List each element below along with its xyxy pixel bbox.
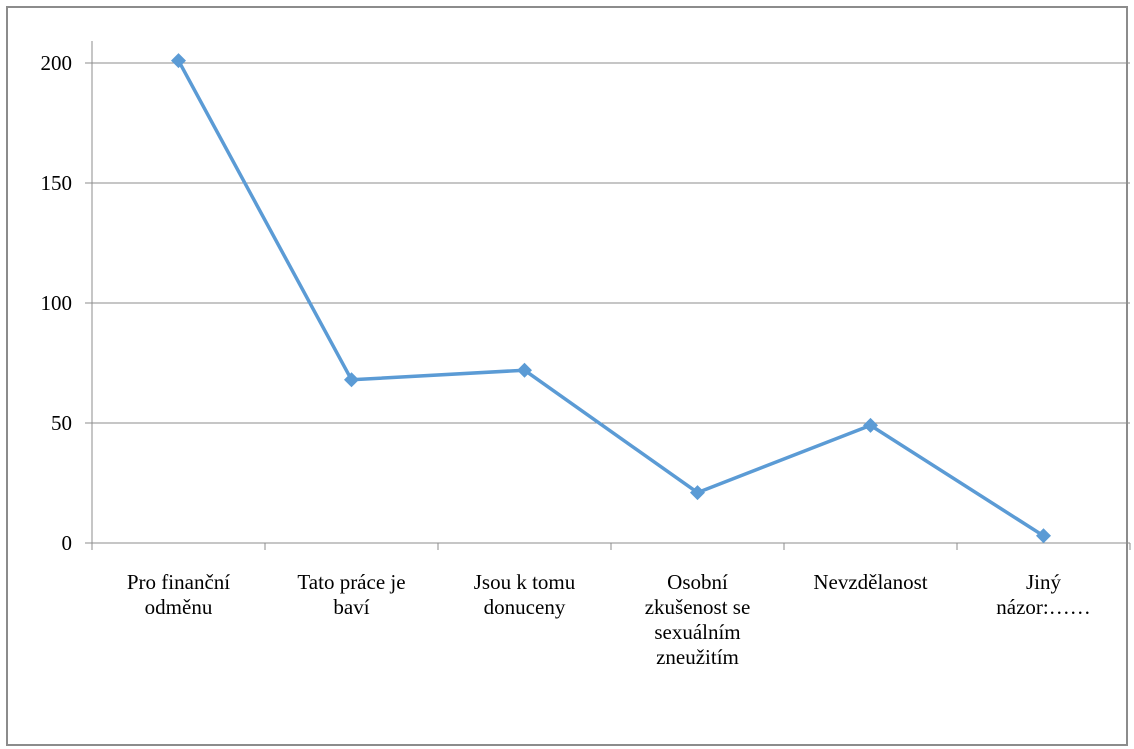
data-point bbox=[517, 362, 532, 378]
x-tick-label: Tato práce je baví bbox=[297, 570, 405, 619]
y-tick-label: 0 bbox=[62, 531, 73, 555]
x-tick-label-line: Nevzdělanost bbox=[813, 570, 927, 594]
x-tick-label: Nevzdělanost bbox=[813, 570, 927, 594]
y-tick-label: 150 bbox=[41, 171, 73, 195]
x-tick-label-line: Osobní bbox=[667, 570, 728, 594]
x-tick-label-line: názor:…… bbox=[996, 595, 1090, 619]
y-tick-label: 50 bbox=[51, 411, 72, 435]
series-line bbox=[176, 59, 1045, 538]
x-tick-label-line: zneužitím bbox=[656, 645, 739, 669]
data-point bbox=[863, 417, 878, 433]
y-tick-label: 200 bbox=[41, 51, 73, 75]
x-tick-label-line: odměnu bbox=[145, 595, 213, 619]
x-tick-label: Pro finanční odměnu bbox=[127, 570, 230, 619]
data-point bbox=[171, 53, 186, 69]
x-tick-label-line: zkušenost se bbox=[645, 595, 751, 619]
chart-frame bbox=[6, 6, 1128, 746]
x-tick-label-line: Tato práce je bbox=[297, 570, 405, 594]
x-tick-label: Osobní zkušenost se sexuálním zneužitím bbox=[645, 570, 751, 669]
x-tick-label-line: Jsou k tomu bbox=[474, 570, 576, 594]
x-tick-label: Jiný názor:…… bbox=[996, 570, 1090, 619]
data-point bbox=[690, 485, 705, 501]
x-tick-label-line: baví bbox=[333, 595, 369, 619]
x-tick-label-line: Pro finanční bbox=[127, 570, 230, 594]
x-tick-label-line: sexuálním bbox=[654, 620, 740, 644]
data-point bbox=[1036, 528, 1051, 544]
y-tick-label: 100 bbox=[41, 291, 73, 315]
x-tick-label-line: Jiný bbox=[1026, 570, 1062, 594]
data-point bbox=[344, 372, 359, 388]
x-tick-label-line: donuceny bbox=[484, 595, 566, 619]
x-tick-label: Jsou k tomu donuceny bbox=[474, 570, 576, 619]
